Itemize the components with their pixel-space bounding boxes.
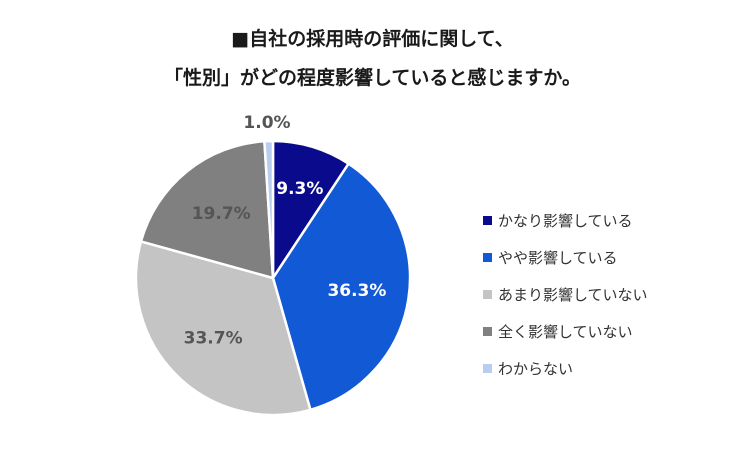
pie-slice-wakaranai <box>263 139 275 280</box>
legend-item-yaya: やや影響している <box>483 239 648 276</box>
legend-item-amari: あまり影響していない <box>483 276 648 313</box>
legend-label-mattaku: 全く影響していない <box>498 323 633 341</box>
legend-item-wakaranai: わからない <box>483 350 648 387</box>
data-label-mattaku: 19.7% <box>192 204 251 224</box>
data-label-yaya: 36.3% <box>327 281 386 301</box>
data-label-wakaranai: 1.0% <box>243 113 290 133</box>
chart-title-line-1: ■自社の採用時の評価に関して、 <box>231 28 514 50</box>
chart-title-line-2: 「性別」がどの程度影響していると感じますか。 <box>163 67 582 89</box>
pie-slice-kanari <box>271 139 350 280</box>
legend-swatch-yaya <box>483 253 492 262</box>
data-label-kanari: 9.3% <box>276 179 323 199</box>
legend-item-mattaku: 全く影響していない <box>483 313 648 350</box>
legend-label-yaya: やや影響している <box>498 249 618 267</box>
pie-slice-mattaku <box>139 140 275 280</box>
legend-label-amari: あまり影響していない <box>498 286 648 304</box>
legend-label-kanari: かなり影響している <box>498 212 633 230</box>
legend-label-wakaranai: わからない <box>498 360 574 378</box>
pie-slice-amari <box>134 240 312 417</box>
legend-swatch-wakaranai <box>483 364 492 373</box>
legend-item-kanari: かなり影響している <box>483 202 648 239</box>
legend-swatch-mattaku <box>483 327 492 336</box>
legend-swatch-amari <box>483 290 492 299</box>
pie-slice-yaya <box>271 162 412 412</box>
legend-swatch-kanari <box>483 216 492 225</box>
data-label-amari: 33.7% <box>184 328 243 348</box>
chart-legend: かなり影響している やや影響しているあまり影響していない 全く影響していない わからな… <box>483 202 648 387</box>
